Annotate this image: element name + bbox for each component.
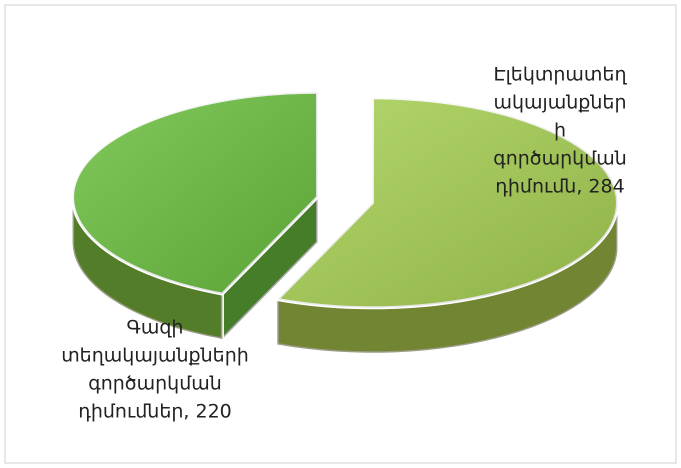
data-label: Էլեկտրատեղ (493, 64, 627, 86)
slice-side-shade (277, 202, 618, 353)
data-label: ակայանքներ (494, 92, 627, 114)
data-label: ի (554, 120, 566, 142)
data-label: Գազի (127, 317, 184, 339)
slice-cut-shade (222, 197, 318, 339)
slice (275, 96, 619, 355)
slice-side-shade (72, 197, 223, 339)
slice (71, 90, 320, 341)
data-label: գործարկման (88, 373, 222, 395)
data-label: տեղակայանքների (61, 345, 249, 367)
slice-top-shade (72, 92, 318, 294)
slice-top-shade (277, 97, 618, 308)
data-label: գործարկման (493, 148, 627, 170)
plot (71, 90, 619, 355)
data-label: դիմումն, 284 (495, 176, 624, 198)
data-label: դիմումներ, 220 (78, 401, 232, 423)
